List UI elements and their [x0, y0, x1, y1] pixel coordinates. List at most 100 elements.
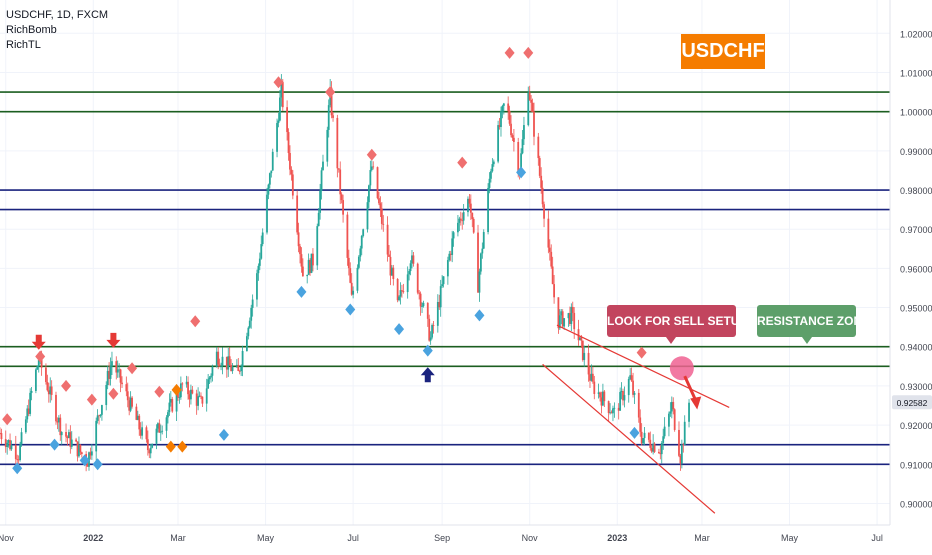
candle-body — [187, 381, 189, 395]
candle-body — [135, 406, 138, 420]
price-tick-label: 0.92000 — [900, 421, 932, 431]
signal-diamond-marker — [86, 393, 97, 406]
candle-body — [27, 408, 30, 414]
candle-body — [481, 248, 484, 254]
time-axis[interactable]: Nov 2022 Mar May Jul Sep Nov 2023 Mar May Jul — [0, 524, 890, 543]
candle-body — [477, 232, 479, 293]
candle-body — [602, 391, 604, 406]
current-price-tag — [892, 395, 932, 410]
candle-body — [14, 445, 17, 460]
candle-body — [145, 427, 148, 440]
signal-diamond-marker — [474, 309, 485, 322]
candle-body — [158, 423, 161, 433]
candle-body — [500, 111, 502, 127]
signal-diamond-marker — [154, 385, 165, 398]
down-arrow-icon — [31, 334, 46, 350]
candle-body — [231, 366, 234, 371]
candle-body — [402, 291, 405, 293]
candle-body — [277, 120, 280, 124]
price-axis[interactable]: 0.90000 0.91000 0.92000 0.93000 0.94000 0.950… — [889, 0, 932, 550]
candle-body — [210, 375, 212, 378]
candle-body — [376, 167, 379, 199]
candle-body — [380, 208, 383, 224]
candle-body — [620, 391, 623, 393]
candle-body — [491, 164, 494, 172]
candle-body — [579, 337, 581, 341]
time-tick-label: 2022 — [83, 533, 103, 543]
candle-body — [352, 290, 355, 295]
candle-body — [350, 282, 353, 295]
candle-body — [55, 394, 57, 422]
candle-body — [547, 218, 550, 248]
up-arrow-icon — [420, 367, 435, 383]
signal-diamond-marker — [108, 387, 119, 400]
candle-body — [401, 290, 403, 292]
resistance-zone-callout[interactable]: RESISTANCE ZONE — [757, 305, 870, 337]
candle-body — [523, 125, 525, 140]
candle-body — [490, 171, 492, 179]
candle-body — [115, 361, 118, 373]
candle-body — [30, 390, 33, 393]
candle-body — [531, 102, 534, 112]
candle-body — [349, 268, 352, 283]
sell-setups-callout[interactable]: LOOK FOR SELL SETUPS — [607, 305, 755, 337]
signal-diamond-marker — [92, 458, 103, 471]
candle-body — [508, 110, 511, 124]
candle-body — [612, 408, 614, 414]
candle-body — [429, 337, 432, 341]
time-tick-label: Nov — [0, 533, 14, 543]
candle-body — [208, 377, 211, 380]
symbol-title[interactable]: USDCHF, 1D, FXCM — [6, 9, 109, 21]
candle-body — [543, 204, 545, 219]
candle-body — [281, 81, 284, 108]
candle-body — [7, 440, 10, 443]
candle-body — [657, 451, 660, 454]
candle-body — [498, 125, 501, 127]
candle-body — [78, 444, 80, 457]
price-tick-label: 1.01000 — [900, 68, 932, 78]
channel-trendline[interactable] — [542, 363, 716, 514]
candle-body — [300, 254, 303, 267]
signal-diamond-marker — [273, 76, 284, 89]
candle-body — [6, 442, 9, 447]
candle-body — [106, 370, 109, 386]
candle-body — [306, 274, 309, 277]
candle-body — [0, 432, 1, 434]
candle-body — [47, 390, 50, 395]
candle-body — [679, 455, 682, 464]
trendlines[interactable] — [542, 324, 730, 514]
candle-body — [488, 178, 491, 188]
signal-diamond-marker — [629, 426, 640, 439]
candle-body — [200, 395, 202, 397]
candle-body — [673, 409, 676, 430]
candle-body — [69, 432, 72, 447]
candle-body — [227, 356, 230, 370]
candle-body — [136, 415, 139, 420]
candle-body — [533, 111, 535, 137]
candle-body — [386, 224, 389, 255]
channel-trendline[interactable] — [556, 324, 730, 409]
signal-diamond-marker — [165, 440, 176, 453]
candle-body — [589, 374, 591, 381]
indicator-richbomb[interactable]: RichBomb — [6, 24, 57, 36]
resistance-callout-tail — [802, 337, 812, 344]
projection-arrow-head — [690, 396, 702, 410]
indicator-richtl[interactable]: RichTL — [6, 39, 41, 51]
candle-body — [59, 417, 62, 436]
candle-body — [640, 431, 643, 444]
chart-legend[interactable]: USDCHF, 1D, FXCM RichBomb RichTL — [6, 8, 108, 53]
candle-body — [431, 325, 433, 338]
candle-body — [36, 366, 39, 370]
breakout-highlight-circle — [669, 356, 694, 381]
candle-body — [287, 132, 290, 154]
candle-body — [126, 391, 129, 401]
candle-body — [597, 392, 600, 394]
candle-body — [369, 170, 372, 186]
symbol-badge[interactable]: USDCHF — [681, 34, 765, 69]
candle-body — [276, 123, 278, 152]
candle-body — [139, 429, 142, 436]
candle-body — [340, 194, 343, 201]
signal-diamond-marker — [49, 438, 60, 451]
